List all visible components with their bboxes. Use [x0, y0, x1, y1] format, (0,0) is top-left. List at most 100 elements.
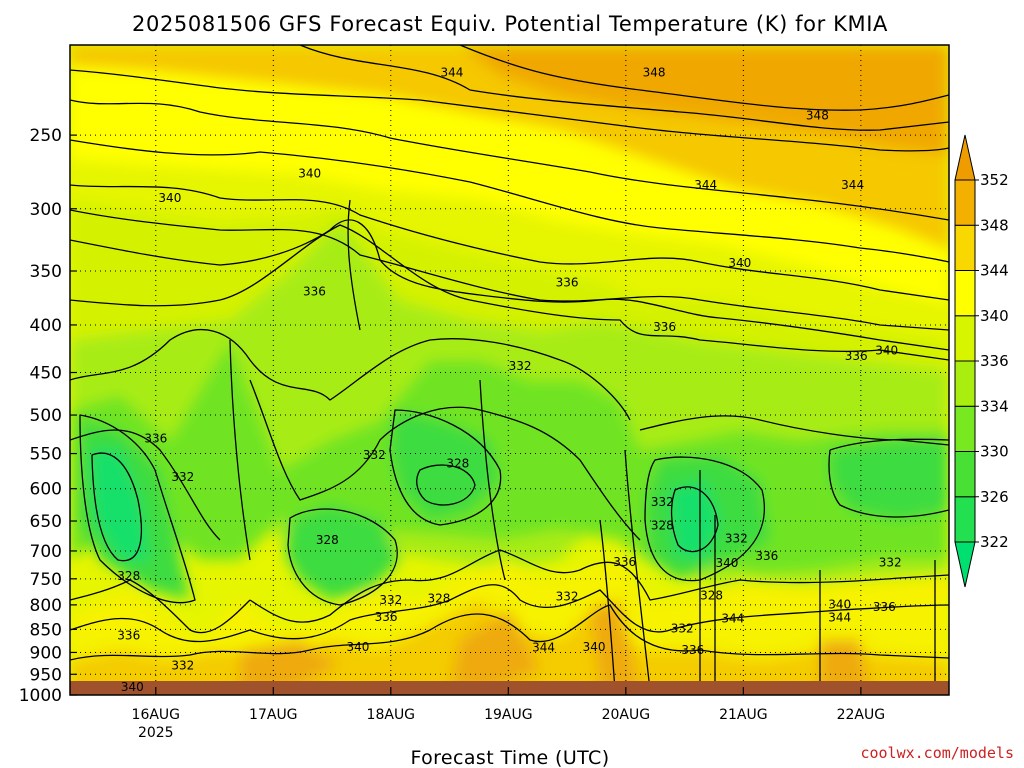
y-tick-label: 750	[30, 570, 62, 590]
y-tick-label: 700	[30, 542, 62, 562]
contour-label: 336	[613, 555, 636, 569]
colorbar-segment	[954, 179, 976, 226]
y-axis: 250 300 350 400 450 500 550 600 650 700 750 800 850 9…	[19, 126, 77, 706]
contour-324-b	[416, 464, 476, 506]
contour-label: 340	[158, 191, 181, 205]
contour-label: 348	[806, 108, 829, 122]
contour-label: 344	[841, 178, 864, 192]
contour-344-b	[70, 139, 949, 263]
colorbar-label: 334	[980, 397, 1009, 415]
contour-340-a	[70, 184, 949, 301]
contour-324-c	[670, 486, 719, 553]
colorbar-segment	[954, 224, 976, 271]
contour-label: 336	[117, 628, 140, 642]
field-band-324-b	[670, 480, 720, 560]
surface-strip	[70, 681, 949, 695]
contour-steep-b	[229, 199, 506, 581]
y-tick-label: 800	[30, 596, 62, 616]
contour-label: 332	[725, 532, 748, 546]
contour-label: 332	[671, 621, 694, 635]
contour-332-b	[639, 415, 949, 446]
contour-336-lower-b	[249, 549, 949, 623]
contour-348-b	[299, 45, 949, 131]
contour-328-e	[828, 438, 949, 518]
x-tick-label: 22AUG	[837, 707, 886, 723]
y-tick-label: 500	[30, 406, 62, 426]
contour-label: 340	[715, 556, 738, 570]
y-tick-label: 250	[30, 126, 62, 146]
x-axis-label: Forecast Time (UTC)	[410, 747, 609, 768]
colorbar-label: 330	[980, 443, 1009, 461]
plot-frame	[69, 44, 950, 696]
contour-label: 336	[653, 320, 676, 334]
colorbar-segment	[954, 451, 976, 498]
colorbar-label: 336	[980, 352, 1009, 370]
contour-label: 336	[755, 549, 778, 563]
contour-label: 340	[828, 597, 851, 611]
field-band-352	[460, 45, 949, 155]
gridlines	[70, 45, 949, 695]
colorbar-segment	[954, 405, 976, 452]
x-tick-label: 16AUG	[132, 707, 181, 723]
colorbar-segment	[954, 270, 976, 317]
contour-label: 332	[879, 555, 902, 569]
contour-label: 332	[171, 659, 194, 673]
contour-label: 336	[303, 284, 326, 298]
contour-328-d	[644, 456, 766, 582]
contour-label: 344	[532, 640, 555, 654]
x-tick-sublabel: 2025	[138, 725, 174, 741]
contour-label: 340	[728, 256, 751, 270]
contour-336-a	[70, 219, 949, 351]
contour-label: 328	[316, 533, 339, 547]
y-tick-label: 900	[30, 643, 62, 663]
contour-332-a	[70, 328, 631, 421]
colorbar-label: 344	[980, 262, 1009, 280]
field-band-344	[70, 66, 949, 305]
contour-label: 336	[556, 275, 579, 289]
colorbar-label: 340	[980, 307, 1009, 325]
x-tick-label: 21AUG	[719, 707, 768, 723]
contour-332-c	[70, 429, 221, 541]
contour-steep-a	[599, 449, 936, 691]
contour-352	[459, 45, 949, 111]
contour-label: 344	[828, 610, 851, 624]
contour-324-a	[91, 452, 143, 562]
contour-label: 336	[375, 610, 398, 624]
y-tick-label: 450	[30, 364, 62, 384]
y-tick-label: 1000	[19, 686, 62, 706]
contour-lines	[70, 45, 949, 691]
contour-label: 336	[681, 643, 704, 657]
chart-title: 2025081506 GFS Forecast Equiv. Potential…	[132, 12, 888, 36]
contour-label: 328	[428, 591, 451, 605]
y-tick-label: 600	[30, 480, 62, 500]
contour-label: 332	[379, 593, 402, 607]
y-tick-label: 650	[30, 512, 62, 532]
y-tick-label: 550	[30, 445, 62, 465]
contour-328-b	[389, 409, 502, 526]
contour-340-b	[70, 209, 949, 331]
contour-label: 340	[583, 640, 606, 654]
colorbar-segment	[954, 360, 976, 407]
contour-label: 344	[721, 611, 744, 625]
colorbar-segment	[954, 496, 976, 543]
contour-348-a	[70, 69, 949, 152]
contour-label: 336	[144, 432, 167, 446]
x-tick-label: 18AUG	[367, 707, 416, 723]
field-band-324	[90, 450, 150, 560]
contour-label: 344	[694, 178, 717, 192]
credit-text: coolwx.com/models	[860, 744, 1014, 762]
y-tick-label: 400	[30, 316, 62, 336]
contour-328-c	[287, 508, 398, 606]
contour-340-lower	[70, 584, 949, 643]
field-band-328-c	[285, 505, 400, 600]
contour-label: 328	[446, 457, 469, 471]
colorbar-label: 326	[980, 488, 1009, 506]
y-tick-label: 300	[30, 200, 62, 220]
contour-label: 332	[651, 495, 674, 509]
y-tick-label: 950	[30, 665, 62, 685]
contour-label: 340	[121, 680, 144, 694]
contour-label: 336	[873, 600, 896, 614]
contour-336-lower-a	[70, 579, 251, 634]
contour-label: 344	[440, 65, 463, 79]
